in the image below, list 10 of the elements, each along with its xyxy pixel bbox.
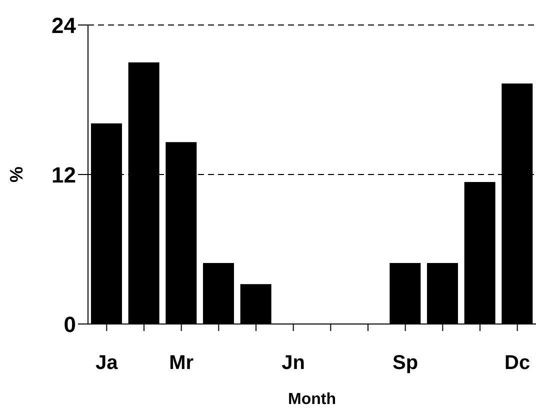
x-tick-label: Jn	[282, 352, 306, 374]
y-tick-label: 12	[52, 162, 76, 188]
x-axis-title: Month	[288, 391, 336, 408]
y-tick-label: 0	[64, 312, 76, 337]
y-tick-label: 24	[52, 12, 77, 38]
x-tick-label: Dc	[504, 352, 530, 374]
x-tick-label: Ja	[96, 352, 119, 374]
y-axis-title: %	[6, 166, 26, 183]
x-tick-label: Mr	[169, 352, 194, 374]
x-tick-label: Sp	[392, 352, 418, 374]
